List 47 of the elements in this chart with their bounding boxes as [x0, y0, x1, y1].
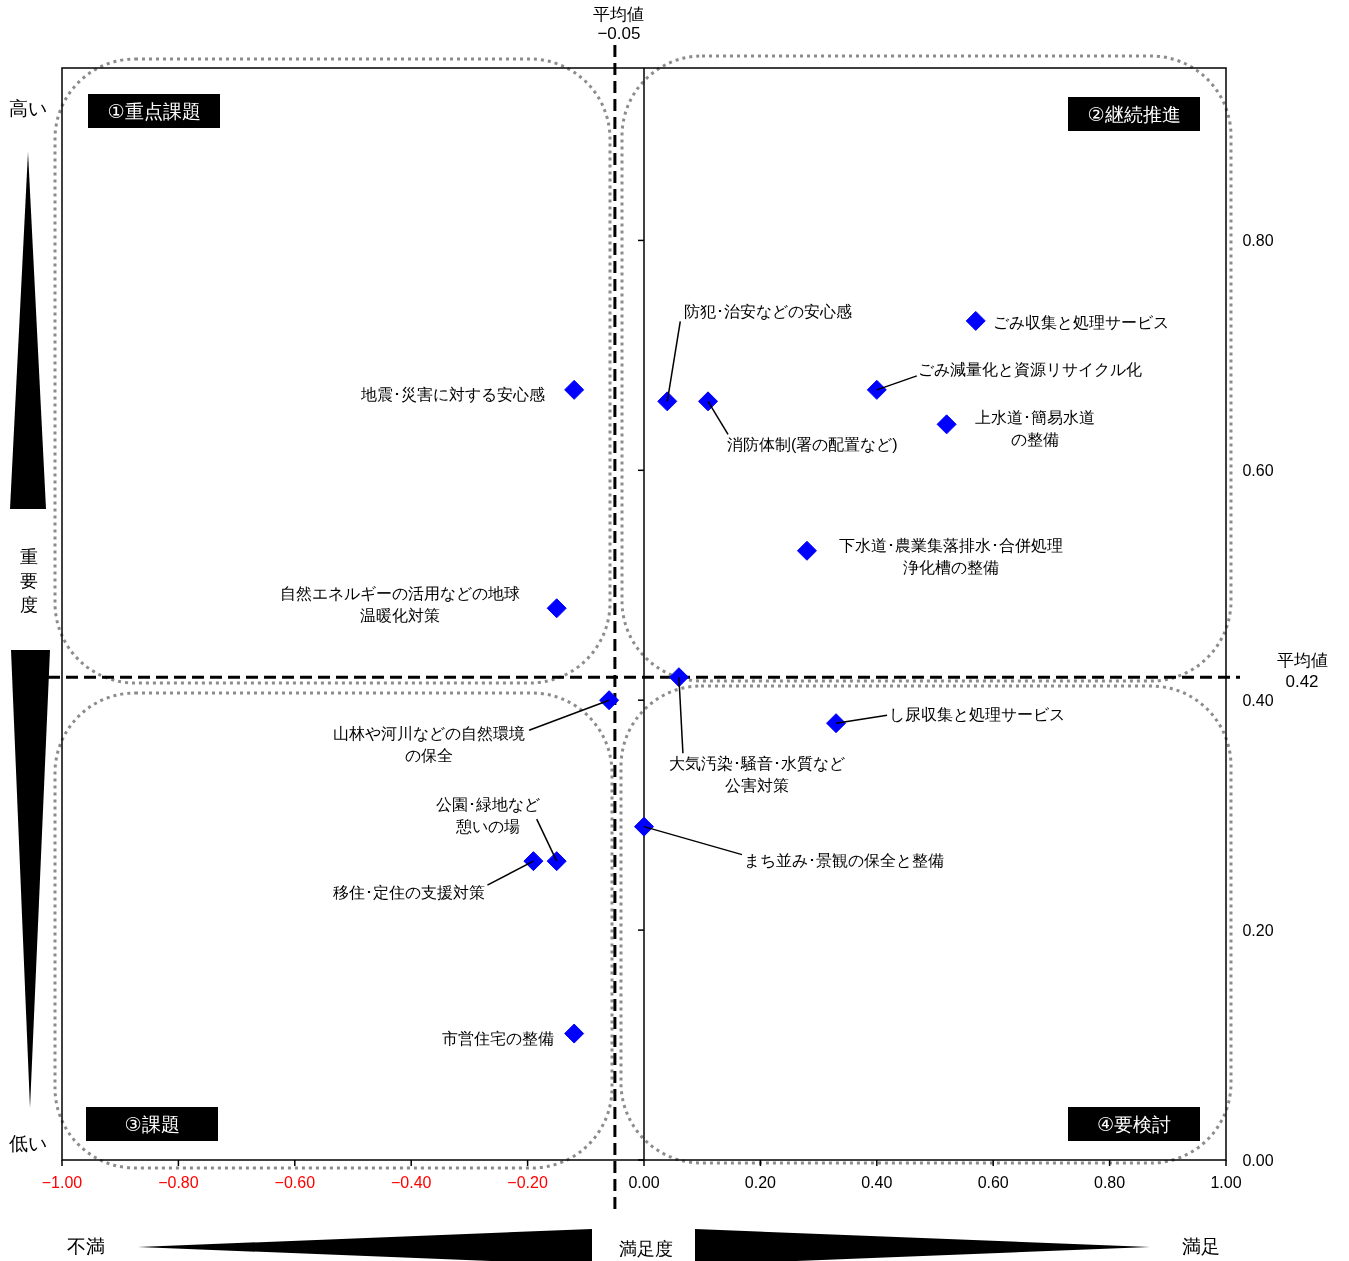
y-tick-label: 0.80: [1242, 231, 1274, 249]
y-tick-label: 0.20: [1242, 921, 1274, 939]
y-tick-label: 0.00: [1242, 1151, 1274, 1169]
point-label: 公園･緑地など憩いの場: [435, 795, 540, 835]
x-tick-label: 0.80: [1094, 1173, 1126, 1191]
x-tick-label: −1.00: [41, 1173, 83, 1191]
point-label: ごみ減量化と資源リサイクル化: [917, 360, 1142, 378]
x-tick-label: −0.20: [507, 1173, 548, 1191]
quadrant-label: ③課題: [86, 1107, 218, 1141]
point-label: まち並み･景観の保全と整備: [744, 851, 944, 869]
x-tick-label: 0.60: [977, 1173, 1009, 1191]
point-label: 防犯･治安などの安心感: [684, 302, 853, 320]
point-label: 移住･定住の支援対策: [333, 883, 486, 901]
x-tick-label: −0.40: [390, 1173, 432, 1191]
annotation: ④要検討: [1096, 1113, 1172, 1135]
point-label: 下水道･農業集落排水･合併処理浄化槽の整備: [838, 536, 1063, 576]
annotation: 低い: [9, 1132, 47, 1154]
y-tick-label: 0.40: [1242, 691, 1274, 709]
x-tick-label: 0.20: [744, 1173, 777, 1191]
point-label: 上水道･簡易水道の整備: [974, 408, 1095, 448]
annotation: ③課題: [124, 1113, 180, 1135]
y-tick-label: 0.60: [1242, 461, 1274, 479]
annotation: 高い: [9, 97, 47, 119]
point-label: 山林や河川などの自然環境の保全: [333, 724, 526, 764]
point-label: 自然エネルギーの活用などの地球温暖化対策: [279, 584, 520, 624]
x-tick-label: 0.00: [628, 1173, 660, 1191]
ref-line-label: 平均値 −0.05: [593, 4, 645, 43]
quadrant-label: ④要検討: [1068, 1107, 1200, 1141]
point-label: 地震･災害に対する安心感: [361, 385, 546, 403]
x-tick-label: 1.00: [1210, 1173, 1242, 1191]
y-axis-title: 重要度: [20, 547, 38, 615]
annotation: 満足: [1182, 1235, 1220, 1257]
point-label: 消防体制(署の配置など): [727, 435, 898, 453]
x-tick-label: −0.60: [274, 1173, 316, 1191]
x-tick-label: −0.80: [158, 1173, 199, 1191]
point-label: 市営住宅の整備: [442, 1029, 555, 1047]
point-label: 大気汚染･騒音･水質など公害対策: [668, 754, 845, 794]
point-label: し尿収集と処理サービス: [889, 705, 1066, 723]
ref-line-label: 平均値 0.42: [1276, 650, 1328, 691]
quadrant-label: ②継続推進: [1068, 97, 1200, 131]
annotation: 不満: [67, 1235, 105, 1257]
annotation: ①重点課題: [107, 100, 201, 122]
point-label: ごみ収集と処理サービス: [992, 313, 1169, 331]
x-tick-label: 0.40: [861, 1173, 893, 1191]
quadrant-label: ①重点課題: [88, 94, 220, 128]
x-axis-title: 満足度: [619, 1239, 673, 1259]
annotation: ②継続推進: [1087, 103, 1181, 125]
